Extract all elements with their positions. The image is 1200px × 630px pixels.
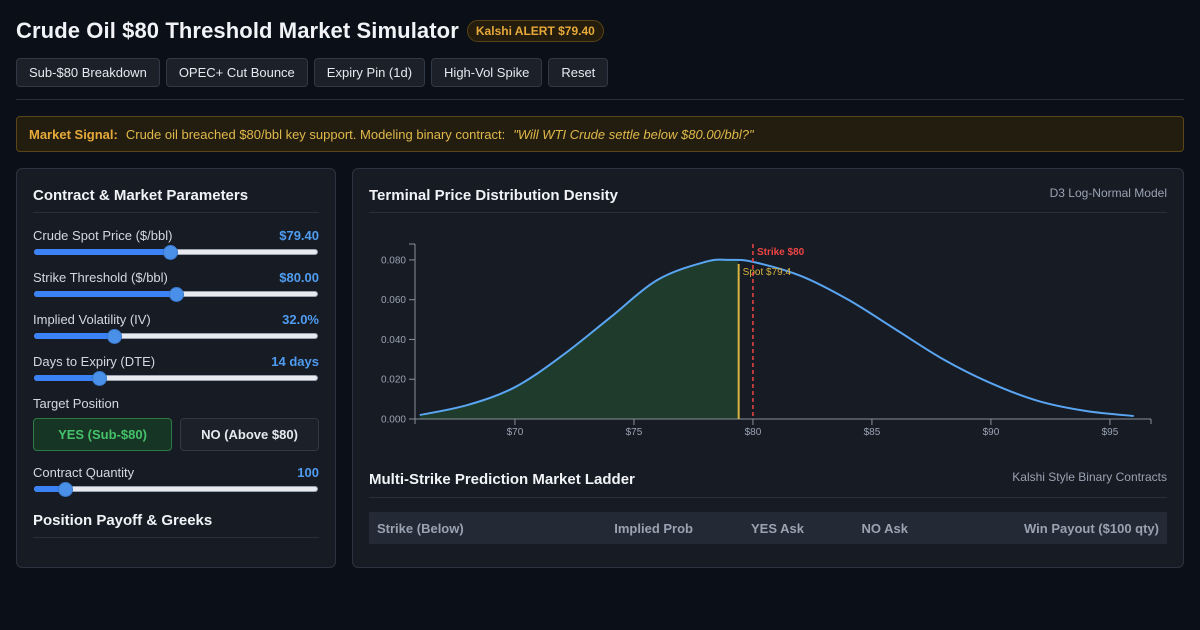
y-tick-label: 0.060 [381, 295, 406, 306]
payoff-divider [33, 537, 319, 538]
yes-position-button[interactable]: YES (Sub-$80) [33, 418, 172, 451]
scenario-opec-cut-bounce-button[interactable]: OPEC+ Cut Bounce [165, 58, 308, 87]
x-tick-label: $75 [626, 427, 643, 438]
x-tick-label: $95 [1102, 427, 1119, 438]
column-header-win-payout[interactable]: Win Payout ($100 qty) [1024, 520, 1159, 536]
no-position-button[interactable]: NO (Above $80) [180, 418, 319, 451]
scenario-sub-80-breakdown-button[interactable]: Sub-$80 Breakdown [16, 58, 160, 87]
scenario-toolbar: Sub-$80 Breakdown OPEC+ Cut Bounce Expir… [16, 58, 609, 87]
strike-label: Strike Threshold ($/bbl) [33, 270, 168, 285]
alert-badge: Kalshi ALERT $79.40 [466, 20, 604, 42]
slider-fill [34, 249, 170, 255]
slider-thumb[interactable] [163, 245, 178, 260]
distribution-panel: Terminal Price Distribution Density D3 L… [352, 168, 1184, 568]
volatility-label: Implied Volatility (IV) [33, 312, 151, 327]
page-header: Crude Oil $80 Threshold Market Simulator… [16, 18, 604, 44]
x-tick-label: $80 [745, 427, 762, 438]
y-tick-label: 0.000 [381, 415, 406, 426]
scenario-expiry-pin-button[interactable]: Expiry Pin (1d) [313, 58, 426, 87]
column-header-strike[interactable]: Strike (Below) [377, 520, 464, 536]
slider-thumb[interactable] [107, 329, 122, 344]
y-tick-label: 0.020 [381, 375, 406, 386]
volatility-value: 32.0% [282, 312, 319, 327]
x-tick-label: $90 [983, 427, 1000, 438]
slider-thumb[interactable] [169, 287, 184, 302]
market-signal-label: Market Signal: [29, 126, 118, 142]
distribution-title: Terminal Price Distribution Density [369, 187, 618, 204]
ladder-title: Multi-Strike Prediction Market Ladder [369, 471, 635, 488]
spot-price-value: $79.40 [279, 228, 319, 243]
quantity-value: 100 [297, 465, 319, 480]
payoff-title: Position Payoff & Greeks [33, 512, 213, 529]
page-title: Crude Oil $80 Threshold Market Simulator [16, 18, 459, 43]
market-signal-question: "Will WTI Crude settle below $80.00/bbl?… [513, 126, 754, 142]
below-strike-area [419, 259, 739, 419]
volatility-row: Implied Volatility (IV) 32.0% [33, 312, 319, 327]
spot-price-label: Crude Spot Price ($/bbl) [33, 228, 173, 243]
slider-fill [34, 375, 99, 381]
column-header-no-ask[interactable]: NO Ask [861, 520, 908, 536]
market-signal-banner: Market Signal: Crude oil breached $80/bb… [16, 116, 1184, 152]
x-tick-label: $70 [507, 427, 524, 438]
reset-button[interactable]: Reset [548, 58, 609, 87]
y-tick-label: 0.040 [381, 335, 406, 346]
market-signal-text: Crude oil breached $80/bbl key support. … [125, 126, 506, 142]
strike-label: Strike $80 [757, 247, 805, 258]
slider-thumb[interactable] [92, 371, 107, 386]
quantity-label: Contract Quantity [33, 465, 135, 480]
header-divider [16, 99, 1184, 100]
density-chart: 0.000 0.020 0.040 0.060 0.080 $70 $75 $80 $85 $90… [381, 243, 1152, 438]
slider-fill [34, 291, 176, 297]
dte-label: Days to Expiry (DTE) [33, 354, 156, 369]
spot-price-slider[interactable] [34, 245, 318, 260]
parameters-title: Contract & Market Parameters [33, 187, 249, 204]
volatility-slider[interactable] [34, 329, 318, 344]
distribution-divider [369, 212, 1167, 213]
target-position-label: Target Position [33, 396, 119, 411]
strike-row: Strike Threshold ($/bbl) $80.00 [33, 270, 319, 285]
scenario-high-vol-spike-button[interactable]: High-Vol Spike [431, 58, 543, 87]
slider-track [34, 486, 318, 492]
distribution-model-label: D3 Log-Normal Model [1049, 186, 1167, 200]
slider-fill [34, 333, 114, 339]
quantity-row: Contract Quantity 100 [33, 465, 319, 480]
dte-slider[interactable] [34, 371, 318, 386]
spot-price-row: Crude Spot Price ($/bbl) $79.40 [33, 228, 319, 243]
ladder-divider [369, 497, 1167, 498]
ladder-table-header: Strike (Below) Implied Prob YES Ask NO A… [369, 512, 1167, 544]
slider-thumb[interactable] [58, 482, 73, 497]
strike-value: $80.00 [279, 270, 319, 285]
strike-slider[interactable] [34, 287, 318, 302]
column-header-yes-ask[interactable]: YES Ask [751, 520, 804, 536]
quantity-slider[interactable] [34, 482, 318, 497]
parameters-divider [33, 212, 319, 213]
dte-value: 14 days [271, 354, 319, 369]
spot-price-label: Spot $79.4 [743, 267, 792, 278]
ladder-subtitle: Kalshi Style Binary Contracts [1012, 470, 1167, 484]
x-tick-label: $85 [864, 427, 881, 438]
slider-fill [34, 486, 65, 492]
dte-row: Days to Expiry (DTE) 14 days [33, 354, 319, 369]
parameters-panel: Contract & Market Parameters Crude Spot … [16, 168, 336, 568]
column-header-implied-prob[interactable]: Implied Prob [614, 520, 693, 536]
y-tick-label: 0.080 [381, 255, 406, 266]
